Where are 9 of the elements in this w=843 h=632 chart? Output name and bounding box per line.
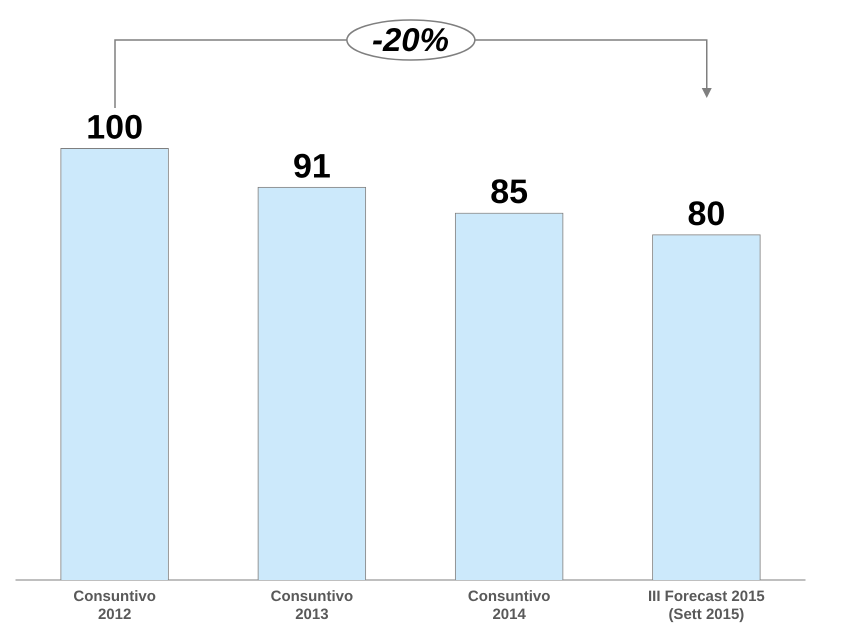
data-label: 80 [687,194,726,233]
text: -20% [370,20,450,60]
x-tick-label: III Forecast 2015 (Sett 2015) [648,588,765,624]
data-label: 85 [490,173,528,212]
x-tick-label: Consuntivo 2012 [73,588,156,624]
data-label: 100 [86,108,143,146]
x-tick-label: Consuntivo 2013 [270,588,354,624]
x-tick-label: Consuntivo 2014 [468,588,550,624]
data-label: 91 [292,147,331,186]
